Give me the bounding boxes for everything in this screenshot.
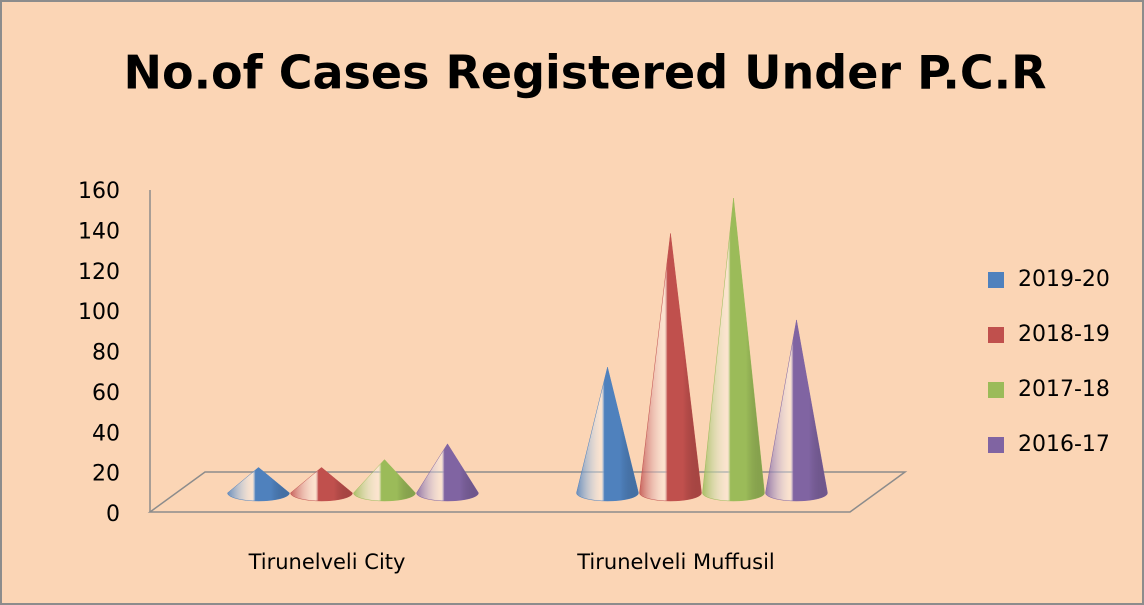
x-tick-label: Tirunelveli Muffusil [576,550,775,574]
legend-label: 2017-18 [1018,377,1110,402]
y-tick-label: 60 [92,381,120,406]
y-tick-label: 160 [78,179,120,204]
legend-label: 2018-19 [1018,322,1110,347]
y-tick-label: 20 [92,462,120,487]
legend-swatch [988,272,1004,288]
legend-swatch [988,327,1004,343]
legend-label: 2019-20 [1018,267,1110,292]
chart-title: No.of Cases Registered Under P.C.R [123,46,1046,100]
legend-swatch [988,437,1004,453]
y-tick-label: 0 [106,502,120,527]
y-tick-label: 140 [78,219,120,244]
y-tick-label: 80 [92,341,120,366]
y-tick-label: 100 [78,300,120,325]
x-tick-label: Tirunelveli City [248,550,406,574]
floor [147,471,908,513]
legend-swatch [988,382,1004,398]
y-tick-label: 120 [78,260,120,285]
legend-label: 2016-17 [1018,432,1110,457]
y-tick-label: 40 [92,421,120,446]
